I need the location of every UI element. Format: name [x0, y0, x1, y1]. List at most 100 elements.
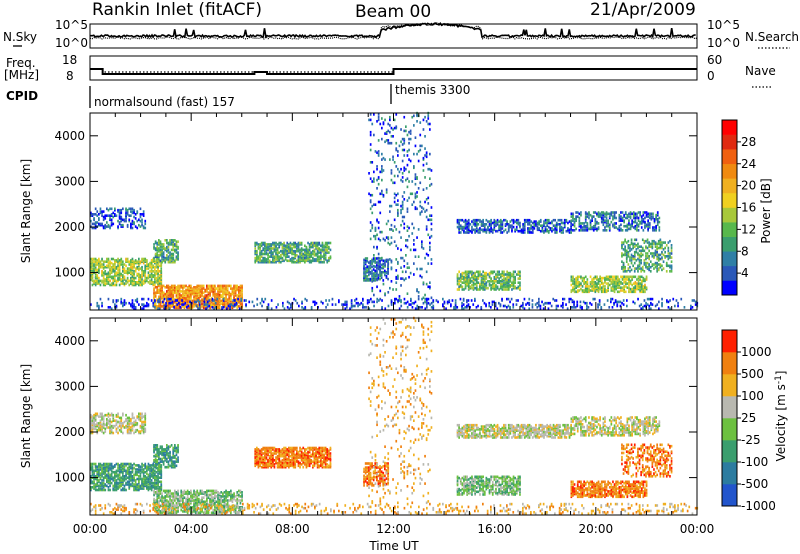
heatmap-cell [259, 256, 261, 260]
heatmap-cell [101, 281, 103, 284]
heatmap-cell [600, 216, 603, 220]
heatmap-cell [218, 286, 221, 289]
heatmap-cell [272, 243, 274, 246]
heatmap-cell [632, 289, 635, 292]
heatmap-cell [112, 424, 115, 428]
heatmap-cell [110, 261, 113, 265]
heatmap-cell [592, 278, 595, 281]
heatmap-cell [472, 303, 475, 306]
heatmap-cell [642, 289, 645, 292]
heatmap-cell [260, 255, 263, 258]
heatmap-cell [169, 239, 171, 242]
heatmap-cell [475, 284, 478, 287]
heatmap-cell [131, 412, 134, 416]
heatmap-cell [308, 256, 311, 260]
heatmap-cell [596, 283, 598, 287]
heatmap-cell [572, 216, 574, 220]
heatmap-cell [645, 257, 647, 261]
heatmap-cell [294, 251, 297, 254]
heatmap-cell [99, 415, 102, 418]
heatmap-cell [297, 244, 300, 248]
heatmap-cell [587, 306, 590, 309]
heatmap-cell [406, 225, 409, 228]
heatmap-cell [608, 275, 611, 279]
heatmap-cell [296, 260, 298, 264]
heatmap-cell [267, 260, 269, 264]
heatmap-cell [384, 292, 386, 295]
heatmap-cell [131, 281, 134, 284]
heatmap-cell [496, 285, 499, 289]
heatmap-cell [403, 166, 406, 170]
heatmap-cell [626, 229, 629, 232]
heatmap-cell [112, 263, 115, 266]
heatmap-cell [608, 216, 611, 220]
heatmap-cell [604, 212, 606, 216]
heatmap-cell [546, 301, 548, 305]
heatmap-cell [488, 273, 491, 276]
heatmap-cell [237, 297, 239, 301]
heatmap-cell [419, 211, 422, 215]
heatmap-cell [409, 159, 412, 163]
heatmap-cell [488, 223, 491, 226]
heatmap-cell [373, 300, 375, 304]
heatmap-cell [642, 276, 645, 280]
heatmap-cell [301, 306, 303, 309]
heatmap-cell [164, 258, 167, 261]
heatmap-cell [210, 290, 213, 293]
heatmap-cell [462, 307, 465, 310]
heatmap-cell [91, 283, 94, 287]
heatmap-cell [147, 263, 150, 266]
heatmap-cell [117, 257, 119, 261]
heatmap-cell [90, 261, 92, 265]
heatmap-cell [475, 227, 478, 230]
heatmap-cell [374, 237, 377, 241]
heatmap-cell [657, 268, 660, 272]
heatmap-cell [549, 301, 551, 305]
heatmap-cell [99, 283, 102, 287]
y-tick-label: 2000 [54, 220, 85, 234]
heatmap-cell [368, 307, 371, 310]
heatmap-cell [475, 221, 478, 225]
heatmap-cell [222, 284, 224, 288]
heatmap-cell [602, 287, 605, 291]
heatmap-cell [588, 287, 590, 291]
heatmap-cell [397, 203, 399, 206]
heatmap-cell [107, 261, 110, 265]
heatmap-cell [547, 220, 550, 223]
heatmap-cell [463, 288, 465, 291]
heatmap-cell [159, 290, 162, 293]
heatmap-cell [96, 274, 99, 277]
heatmap-cell [589, 226, 592, 229]
colorbar-swatch [722, 236, 737, 252]
heatmap-cell [482, 282, 484, 286]
heatmap-cell [501, 270, 504, 274]
heatmap-cell [159, 240, 162, 243]
heatmap-cell [403, 265, 406, 268]
heatmap-cell [639, 211, 641, 214]
heatmap-cell [286, 247, 289, 250]
heatmap-cell [644, 216, 646, 220]
heatmap-cell [467, 299, 470, 302]
heatmap-cell [491, 221, 494, 225]
heatmap-cell [657, 242, 660, 246]
y-tick-label: 3000 [54, 174, 85, 188]
heatmap-cell [631, 222, 633, 225]
heatmap-cell [167, 286, 170, 289]
heatmap-cell [231, 292, 234, 296]
heatmap-cell [308, 244, 311, 248]
heatmap-cell [185, 288, 187, 292]
heatmap-cell [154, 276, 156, 280]
heatmap-cell [281, 251, 284, 254]
heatmap-cell [392, 158, 394, 161]
heatmap-cell [169, 259, 171, 263]
heatmap-cell [547, 229, 550, 233]
heatmap-cell [397, 208, 399, 212]
heatmap-cell [635, 238, 638, 242]
heatmap-cell [215, 294, 218, 297]
heatmap-cell [387, 268, 389, 271]
heatmap-cell [190, 292, 192, 296]
heatmap-cell [430, 182, 433, 186]
heatmap-cell [234, 290, 237, 293]
heatmap-cell [362, 299, 364, 302]
heatmap-cell [414, 195, 417, 198]
